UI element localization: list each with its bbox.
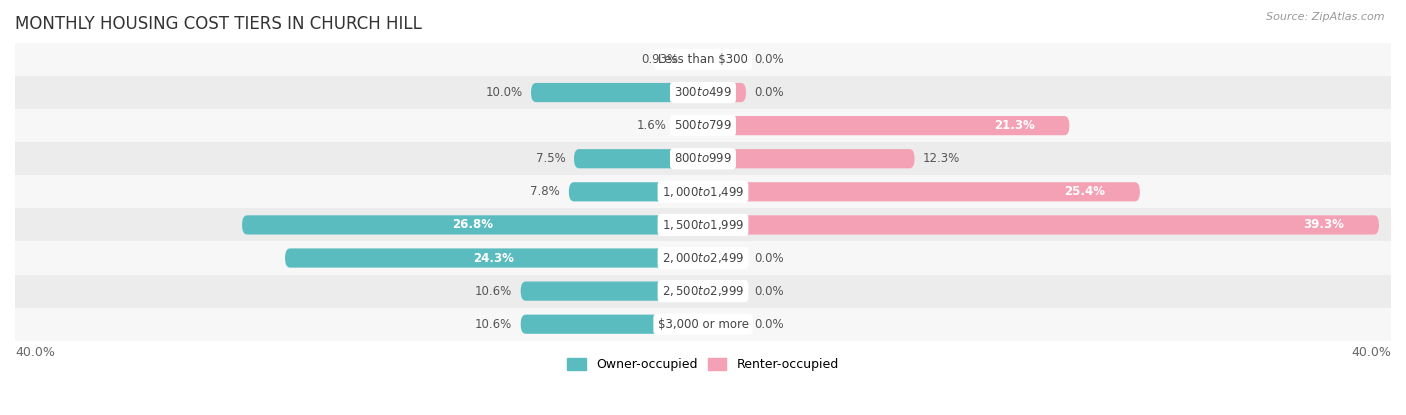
Legend: Owner-occupied, Renter-occupied: Owner-occupied, Renter-occupied <box>562 353 844 376</box>
Bar <box>15 208 1391 242</box>
FancyBboxPatch shape <box>703 116 1070 135</box>
Text: 24.3%: 24.3% <box>474 251 515 264</box>
Text: 26.8%: 26.8% <box>451 218 494 232</box>
FancyBboxPatch shape <box>520 281 703 301</box>
Text: 39.3%: 39.3% <box>1303 218 1344 232</box>
Text: 12.3%: 12.3% <box>924 152 960 165</box>
Text: 0.0%: 0.0% <box>755 285 785 298</box>
FancyBboxPatch shape <box>242 215 703 234</box>
Bar <box>15 242 1391 275</box>
FancyBboxPatch shape <box>520 315 703 334</box>
Text: 0.0%: 0.0% <box>755 53 785 66</box>
Text: 10.6%: 10.6% <box>475 318 512 331</box>
Bar <box>15 142 1391 175</box>
FancyBboxPatch shape <box>703 249 747 268</box>
FancyBboxPatch shape <box>569 182 703 201</box>
Bar <box>15 43 1391 76</box>
Text: 0.0%: 0.0% <box>755 86 785 99</box>
FancyBboxPatch shape <box>703 315 747 334</box>
Text: $800 to $999: $800 to $999 <box>673 152 733 165</box>
Bar <box>15 76 1391 109</box>
Text: 0.0%: 0.0% <box>755 251 785 264</box>
Text: $2,500 to $2,999: $2,500 to $2,999 <box>662 284 744 298</box>
FancyBboxPatch shape <box>531 83 703 102</box>
FancyBboxPatch shape <box>688 50 703 69</box>
FancyBboxPatch shape <box>574 149 703 168</box>
Text: 7.8%: 7.8% <box>530 186 560 198</box>
Text: 40.0%: 40.0% <box>15 346 55 359</box>
Text: 0.93%: 0.93% <box>641 53 679 66</box>
Text: 10.0%: 10.0% <box>485 86 523 99</box>
Bar <box>15 175 1391 208</box>
Text: Less than $300: Less than $300 <box>658 53 748 66</box>
FancyBboxPatch shape <box>703 281 747 301</box>
FancyBboxPatch shape <box>675 116 703 135</box>
Text: 25.4%: 25.4% <box>1064 186 1105 198</box>
FancyBboxPatch shape <box>703 149 914 168</box>
Text: $2,000 to $2,499: $2,000 to $2,499 <box>662 251 744 265</box>
Text: 21.3%: 21.3% <box>994 119 1035 132</box>
Text: Source: ZipAtlas.com: Source: ZipAtlas.com <box>1267 12 1385 22</box>
FancyBboxPatch shape <box>703 182 1140 201</box>
Text: 40.0%: 40.0% <box>1351 346 1391 359</box>
FancyBboxPatch shape <box>703 83 747 102</box>
Bar <box>15 308 1391 341</box>
Text: $300 to $499: $300 to $499 <box>673 86 733 99</box>
Text: 7.5%: 7.5% <box>536 152 565 165</box>
Text: 0.0%: 0.0% <box>755 318 785 331</box>
FancyBboxPatch shape <box>703 215 1379 234</box>
Text: 1.6%: 1.6% <box>637 119 666 132</box>
Text: 10.6%: 10.6% <box>475 285 512 298</box>
Bar <box>15 275 1391 308</box>
Text: $500 to $799: $500 to $799 <box>673 119 733 132</box>
FancyBboxPatch shape <box>285 249 703 268</box>
Text: MONTHLY HOUSING COST TIERS IN CHURCH HILL: MONTHLY HOUSING COST TIERS IN CHURCH HIL… <box>15 15 422 33</box>
Text: $1,500 to $1,999: $1,500 to $1,999 <box>662 218 744 232</box>
Bar <box>15 109 1391 142</box>
FancyBboxPatch shape <box>703 50 747 69</box>
Text: $3,000 or more: $3,000 or more <box>658 318 748 331</box>
Text: $1,000 to $1,499: $1,000 to $1,499 <box>662 185 744 199</box>
